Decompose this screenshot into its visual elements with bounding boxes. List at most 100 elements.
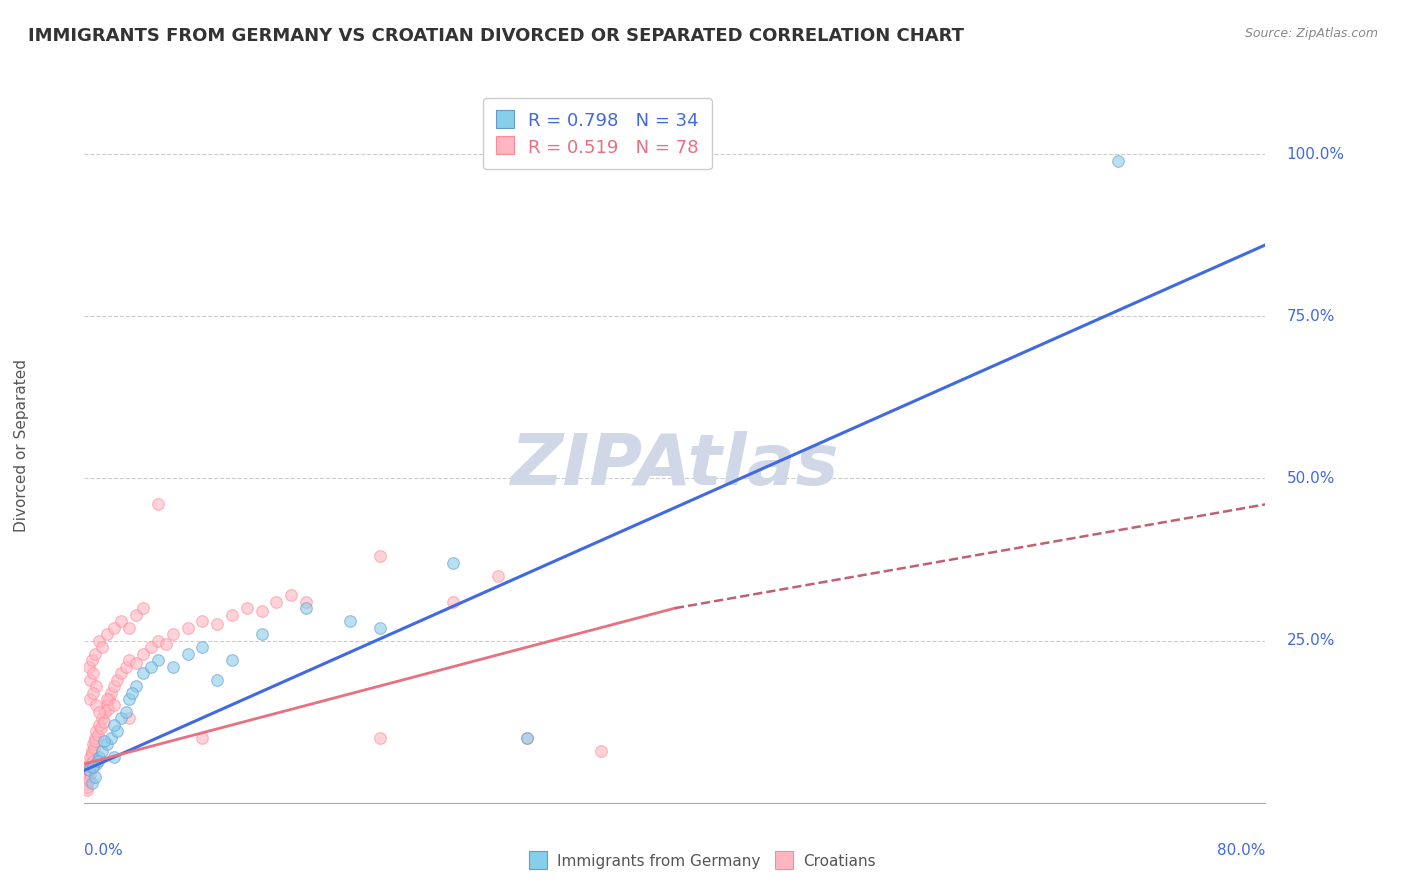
Point — [264, 595, 288, 609]
Point — [114, 659, 136, 673]
Point — [83, 740, 105, 755]
Point — [125, 679, 148, 693]
Point — [80, 653, 103, 667]
Point — [191, 614, 214, 628]
Point — [516, 731, 538, 745]
Point — [103, 621, 125, 635]
Point — [77, 764, 100, 778]
Point — [83, 770, 105, 784]
Point — [84, 756, 107, 771]
Point — [132, 666, 155, 681]
Point — [93, 714, 115, 729]
Point — [80, 760, 103, 774]
Text: 25.0%: 25.0% — [1286, 633, 1334, 648]
Point — [516, 731, 538, 745]
Point — [295, 601, 318, 615]
Point — [80, 760, 103, 774]
Point — [132, 601, 155, 615]
Point — [105, 724, 128, 739]
Point — [91, 711, 114, 725]
Point — [191, 731, 214, 745]
Point — [84, 734, 107, 748]
Point — [76, 770, 98, 784]
Point — [177, 621, 200, 635]
Point — [148, 633, 170, 648]
Point — [82, 754, 104, 768]
Point — [91, 744, 114, 758]
Point — [148, 497, 170, 511]
Point — [250, 627, 273, 641]
Legend: R = 0.798   N = 34, R = 0.519   N = 78: R = 0.798 N = 34, R = 0.519 N = 78 — [484, 98, 711, 169]
Point — [79, 692, 101, 706]
Point — [110, 614, 132, 628]
Point — [250, 604, 273, 618]
Point — [103, 718, 125, 732]
Point — [82, 738, 104, 752]
Point — [132, 647, 155, 661]
Point — [86, 754, 108, 768]
Point — [86, 728, 108, 742]
Point — [80, 744, 103, 758]
Point — [82, 760, 104, 774]
Point — [93, 734, 115, 748]
Point — [139, 640, 162, 654]
Point — [79, 673, 101, 687]
Point — [121, 685, 143, 699]
Text: 100.0%: 100.0% — [1286, 146, 1344, 161]
Text: IMMIGRANTS FROM GERMANY VS CROATIAN DIVORCED OR SEPARATED CORRELATION CHART: IMMIGRANTS FROM GERMANY VS CROATIAN DIVO… — [28, 27, 965, 45]
Point — [114, 705, 136, 719]
Point — [77, 773, 100, 788]
Point — [105, 673, 128, 687]
Point — [87, 750, 111, 764]
Point — [177, 647, 200, 661]
Text: Divorced or Separated: Divorced or Separated — [14, 359, 30, 533]
Point — [103, 679, 125, 693]
Point — [162, 659, 184, 673]
Point — [90, 721, 112, 735]
Point — [77, 756, 100, 771]
Point — [368, 549, 391, 564]
Legend: Immigrants from Germany, Croatians: Immigrants from Germany, Croatians — [524, 847, 882, 875]
Point — [82, 747, 104, 761]
Point — [77, 659, 100, 673]
Point — [76, 780, 98, 794]
Point — [155, 637, 177, 651]
Point — [441, 556, 464, 570]
Point — [87, 633, 111, 648]
Point — [110, 711, 132, 725]
Point — [87, 718, 111, 732]
Point — [339, 614, 361, 628]
Point — [221, 653, 243, 667]
Point — [368, 621, 391, 635]
Point — [100, 731, 122, 745]
Point — [280, 588, 302, 602]
Point — [96, 738, 118, 752]
Point — [235, 601, 259, 615]
Point — [83, 647, 105, 661]
Text: 80.0%: 80.0% — [1218, 843, 1265, 858]
Point — [82, 666, 104, 681]
Point — [125, 607, 148, 622]
Point — [139, 659, 162, 673]
Point — [221, 607, 243, 622]
Point — [87, 705, 111, 719]
Point — [98, 692, 121, 706]
Point — [76, 782, 98, 797]
Point — [79, 766, 101, 780]
Point — [125, 657, 148, 671]
Text: Source: ZipAtlas.com: Source: ZipAtlas.com — [1244, 27, 1378, 40]
Point — [97, 702, 120, 716]
Point — [118, 711, 141, 725]
Point — [100, 685, 122, 699]
Point — [83, 731, 105, 745]
Point — [84, 698, 107, 713]
Point — [368, 731, 391, 745]
Point — [96, 627, 118, 641]
Point — [191, 640, 214, 654]
Point — [96, 692, 118, 706]
Point — [75, 776, 97, 790]
Text: 0.0%: 0.0% — [84, 843, 124, 858]
Point — [148, 653, 170, 667]
Point — [96, 698, 118, 713]
Point — [94, 705, 117, 719]
